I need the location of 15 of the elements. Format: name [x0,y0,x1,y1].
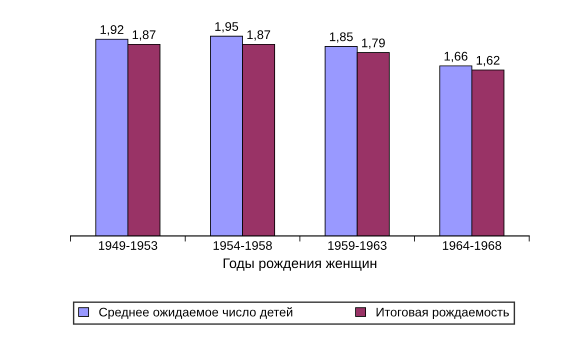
data-label: 1,66 [444,52,468,62]
legend-label: Итоговая рождаемость [376,308,509,320]
data-label: 1,62 [476,56,500,66]
data-label: 1,85 [330,32,353,43]
data-label: 1,95 [215,22,238,32]
x-tick-label: 1959-1963 [328,241,387,250]
data-label: 1,92 [100,25,124,36]
x-tick-label: 1964-1968 [442,241,502,250]
x-tick-label: 1949-1953 [98,241,158,250]
data-label: 1,87 [247,30,270,41]
legend-label: Среднее ожидаемое число детей [99,307,292,320]
data-label: 1,87 [132,30,156,41]
x-tick-label: 1954-1958 [214,241,272,250]
x-axis-title: Годы рождения женщин [224,258,376,271]
data-label: 1,79 [362,38,385,49]
